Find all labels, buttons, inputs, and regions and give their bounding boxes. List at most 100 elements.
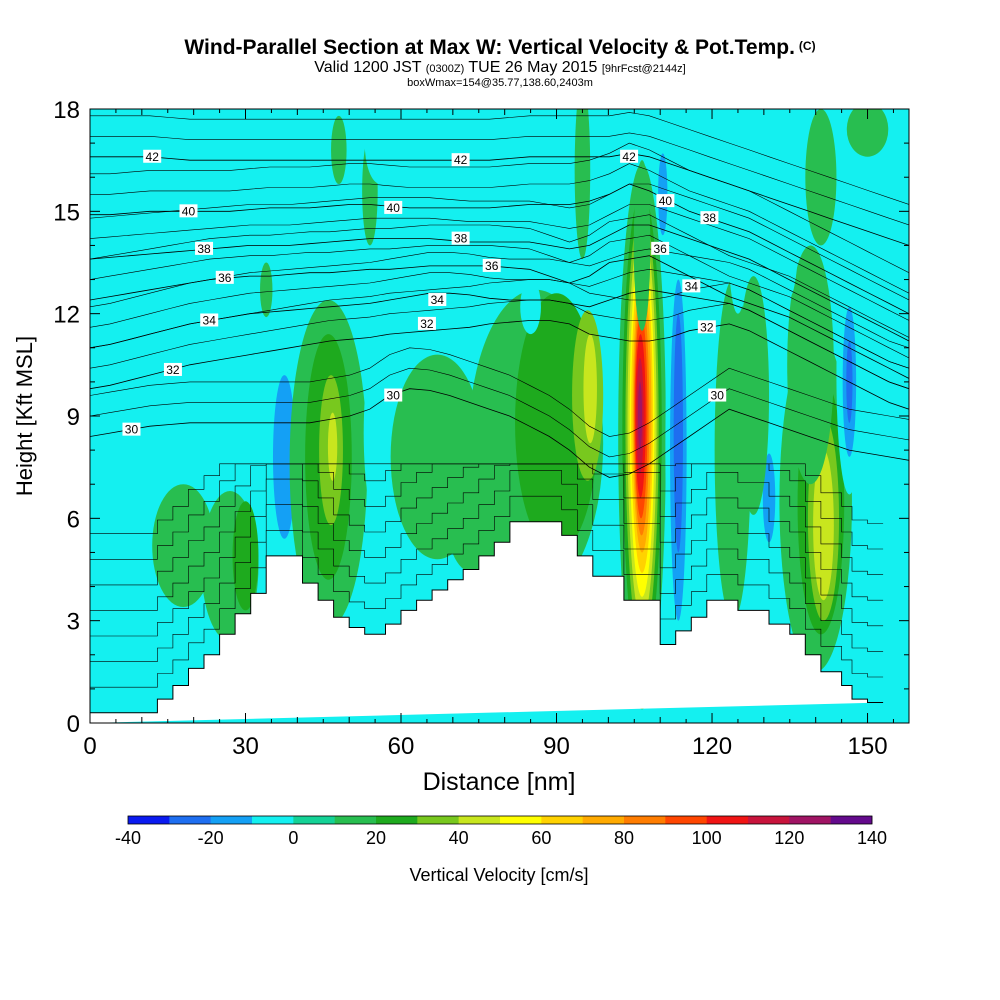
isentrope-label-bg [708, 388, 727, 402]
velocity-cell [535, 109, 557, 195]
isentrope-label-bg [195, 241, 214, 255]
isentrope-line [90, 132, 909, 226]
velocity-cell [673, 313, 683, 553]
colorbar-swatch [458, 816, 501, 824]
colorbar-tick-label: 140 [857, 828, 887, 848]
velocity-cell [232, 501, 259, 611]
isentrope-label-bg [451, 231, 470, 245]
velocity-cell [364, 109, 396, 185]
isentrope-line [90, 142, 909, 273]
isentrope-label-bg [122, 422, 141, 436]
colorbar-swatch [500, 816, 542, 824]
y-tick-label: 12 [53, 302, 80, 329]
plot-area: 30 32 34 36 38 40 42 30 32 34 36 38 40 42 42 40 38 36 34 32… [90, 109, 909, 723]
colorbar-tick-label: 0 [288, 828, 298, 848]
isentrope-label-bg [384, 388, 403, 402]
isentrope-label: 34 [200, 313, 219, 327]
isentrope-label: 30 [122, 422, 141, 437]
velocity-cell [583, 334, 597, 444]
x-axis: 0 30 60 90 120 150 [83, 109, 894, 760]
colorbar-swatch [830, 816, 873, 824]
copyright-mark: (C) [798, 39, 816, 53]
velocity-cell [728, 177, 748, 314]
chart-title: Wind-Parallel Section at Max W: Vertical… [0, 36, 1000, 60]
isentrope-line [90, 268, 909, 369]
isentrope-label-text: 42 [146, 150, 160, 164]
isentrope-label-text: 36 [485, 259, 499, 273]
isentrope-line [90, 289, 909, 390]
colorbar-swatch [624, 816, 666, 824]
isentrope-label-text: 32 [166, 363, 180, 377]
isentrope-line [90, 347, 909, 437]
velocity-cell [893, 528, 909, 700]
colorbar-tick-label: 80 [614, 828, 634, 848]
isentrope-label-text: 38 [454, 232, 468, 246]
isentrope-label-bg [651, 241, 670, 255]
isentrope-label-bg [451, 153, 470, 167]
isentrope-line [90, 214, 909, 338]
title-main: Wind-Parallel Section at Max W: Vertical… [184, 36, 795, 59]
terrain-mask [90, 521, 884, 723]
isentrope-label: 38 [700, 211, 719, 225]
isentrope-label: 38 [195, 241, 214, 256]
box-info: boxWmax=154@35.77,138.60,2403m [407, 77, 593, 89]
x-tick-label: 30 [232, 733, 259, 760]
isentrope-line [90, 112, 909, 205]
velocity-cell [637, 381, 643, 451]
colorbar-label: Vertical Velocity [cm/s] [409, 865, 588, 885]
isentrope-label: 36 [215, 270, 234, 285]
isentrope-line [90, 234, 909, 359]
velocity-cell [452, 109, 464, 157]
x-tick-label: 90 [543, 733, 570, 760]
isentrope-line [90, 224, 909, 342]
isentrope-label-layer: 30 32 34 36 38 40 42 30 32 34 36 38 40 42 42 40 38 36 34 32… [122, 149, 727, 437]
isentrope-label: 38 [451, 231, 470, 246]
isentrope-label-bg [215, 270, 234, 284]
colorbar-swatch [376, 816, 418, 824]
isentrope-label-text: 30 [125, 423, 139, 437]
isentrope-layer [90, 112, 909, 688]
colorbar-swatch [169, 816, 211, 824]
colorbar-swatch [334, 816, 377, 824]
isentrope-label-text: 32 [420, 317, 434, 331]
isentrope-label: 30 [384, 388, 403, 403]
isentrope-line [90, 388, 909, 478]
isentrope-label-text: 34 [203, 313, 217, 327]
isentrope-label-text: 40 [182, 204, 196, 218]
isentrope-label: 40 [656, 194, 675, 208]
isentrope-line [90, 470, 884, 662]
isentrope-label-bg [656, 194, 675, 208]
x-tick-label: 0 [83, 733, 96, 760]
isentrope-label-text: 34 [431, 293, 445, 307]
y-tick-label: 9 [67, 404, 80, 431]
isentrope-label-text: 30 [711, 389, 725, 403]
isentrope-label-text: 30 [387, 389, 401, 403]
velocity-cell [846, 109, 889, 157]
isentrope-line [90, 463, 884, 534]
velocity-cell [762, 453, 776, 543]
isentrope-label: 42 [451, 153, 470, 167]
isentrope-label-bg [620, 149, 639, 163]
y-tick-label: 3 [67, 609, 80, 636]
isentrope-line [90, 320, 909, 410]
isentrope-label-text: 40 [659, 194, 673, 208]
x-tick-label: 120 [692, 733, 732, 760]
isentrope-label-text: 42 [622, 150, 636, 164]
isentrope-line [90, 367, 909, 458]
colorbar-tick-label: 120 [774, 828, 804, 848]
colorbar-tick-label: 100 [692, 828, 722, 848]
colorbar-swatch [252, 816, 294, 824]
isentrope-line [90, 152, 909, 246]
colorbar-swatch [293, 816, 335, 824]
isentrope-label-text: 36 [654, 242, 668, 256]
y-tick-label: 6 [67, 506, 80, 533]
isentrope-label: 30 [708, 388, 727, 403]
colorbar: -40 -20 0 20 40 60 80 100 120 140 [115, 815, 887, 848]
colorbar-swatch [582, 816, 625, 824]
colorbar-swatch [748, 816, 790, 824]
isentrope-line [90, 204, 909, 321]
isentrope-label: 32 [163, 362, 182, 377]
velocity-cell [331, 115, 347, 185]
isentrope-line [90, 495, 884, 688]
